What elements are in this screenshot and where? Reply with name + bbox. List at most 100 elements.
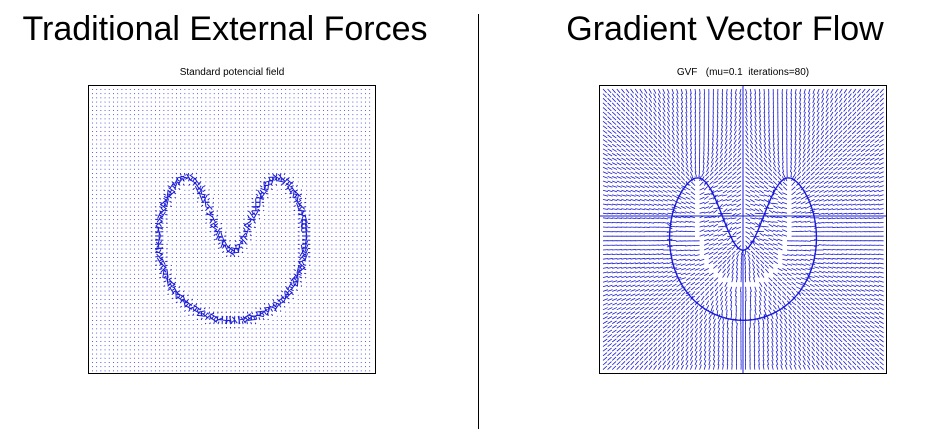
zero-vector-dot — [117, 273, 119, 275]
force-vector — [204, 317, 208, 321]
zero-vector-dot — [134, 269, 135, 271]
zero-vector-dot — [339, 244, 341, 246]
zero-vector-dot — [360, 114, 362, 116]
zero-vector-dot — [318, 105, 320, 107]
zero-vector-dot — [209, 349, 211, 351]
zero-vector-dot — [92, 252, 93, 254]
zero-vector-dot — [323, 311, 324, 313]
zero-vector-dot — [360, 118, 362, 120]
edge-vector — [204, 198, 207, 207]
zero-vector-dot — [247, 135, 249, 137]
zero-vector-dot — [234, 336, 236, 338]
zero-vector-dot — [201, 152, 203, 153]
zero-vector-dot — [226, 223, 228, 225]
zero-vector-dot — [171, 210, 173, 212]
zero-vector-dot — [297, 131, 299, 132]
zero-vector-dot — [197, 219, 198, 221]
zero-vector-dot — [184, 353, 186, 355]
zero-vector-dot — [281, 97, 282, 99]
gvf-vector — [790, 102, 792, 109]
zero-vector-dot — [297, 114, 299, 116]
zero-vector-dot — [344, 353, 345, 355]
zero-vector-dot — [335, 341, 337, 342]
zero-vector-dot — [285, 341, 287, 342]
zero-vector-dot — [180, 261, 182, 263]
zero-vector-dot — [255, 303, 257, 305]
zero-vector-dot — [113, 244, 114, 246]
zero-vector-dot — [314, 135, 316, 137]
zero-vector-dot — [129, 311, 131, 313]
zero-vector-dot — [365, 177, 366, 179]
zero-vector-dot — [281, 278, 282, 279]
zero-vector-dot — [369, 101, 371, 103]
zero-vector-dot — [365, 152, 366, 153]
zero-vector-dot — [323, 353, 324, 355]
force-vector — [263, 302, 266, 305]
zero-vector-dot — [360, 97, 362, 99]
zero-vector-dot — [155, 131, 156, 132]
zero-vector-dot — [365, 110, 366, 111]
zero-vector-dot — [171, 311, 173, 313]
zero-vector-dot — [104, 252, 106, 254]
zero-vector-dot — [117, 101, 119, 103]
zero-vector-dot — [146, 362, 148, 363]
zero-vector-dot — [255, 357, 257, 359]
zero-vector-dot — [344, 185, 345, 187]
force-vector — [178, 286, 181, 289]
zero-vector-dot — [226, 177, 228, 179]
zero-vector-dot — [205, 177, 207, 179]
zero-vector-dot — [113, 194, 114, 195]
zero-vector-dot — [138, 164, 140, 166]
zero-vector-dot — [331, 131, 333, 132]
force-vector — [163, 193, 167, 196]
zero-vector-dot — [356, 286, 358, 288]
zero-vector-dot — [125, 294, 127, 296]
zero-vector-dot — [171, 332, 173, 334]
zero-vector-dot — [281, 341, 282, 342]
zero-vector-dot — [230, 93, 232, 95]
zero-vector-dot — [213, 307, 215, 309]
zero-vector-dot — [205, 152, 207, 153]
zero-vector-dot — [159, 147, 161, 149]
force-vector — [187, 294, 189, 297]
zero-vector-dot — [125, 143, 127, 145]
zero-vector-dot — [272, 101, 274, 103]
zero-vector-dot — [331, 185, 333, 187]
zero-vector-dot — [297, 311, 299, 313]
zero-vector-dot — [138, 122, 140, 124]
gvf-vector — [657, 93, 661, 99]
zero-vector-dot — [335, 265, 337, 267]
zero-vector-dot — [159, 328, 161, 330]
zero-vector-dot — [180, 320, 182, 321]
zero-vector-dot — [138, 152, 140, 153]
edge-vector — [256, 196, 264, 200]
force-vector — [226, 319, 231, 322]
zero-vector-dot — [327, 147, 329, 149]
zero-vector-dot — [255, 278, 257, 279]
zero-vector-dot — [310, 332, 312, 334]
zero-vector-dot — [360, 210, 362, 212]
zero-vector-dot — [339, 93, 341, 95]
zero-vector-dot — [125, 265, 127, 267]
zero-vector-dot — [318, 265, 320, 267]
zero-vector-dot — [230, 290, 232, 292]
zero-vector-dot — [205, 126, 207, 128]
zero-vector-dot — [188, 202, 190, 204]
zero-vector-dot — [159, 311, 161, 313]
zero-vector-dot — [171, 315, 173, 317]
zero-vector-dot — [134, 244, 135, 246]
zero-vector-dot — [310, 320, 312, 321]
zero-vector-dot — [100, 366, 102, 368]
zero-vector-dot — [335, 181, 337, 183]
force-vector — [292, 176, 294, 179]
zero-vector-dot — [121, 215, 123, 216]
zero-vector-dot — [209, 110, 211, 111]
zero-vector-dot — [318, 349, 320, 351]
zero-vector-dot — [180, 353, 182, 355]
zero-vector-dot — [205, 173, 207, 174]
zero-vector-dot — [348, 345, 350, 347]
force-vector — [205, 222, 207, 224]
zero-vector-dot — [209, 168, 211, 170]
zero-vector-dot — [159, 143, 161, 145]
zero-vector-dot — [125, 328, 127, 330]
